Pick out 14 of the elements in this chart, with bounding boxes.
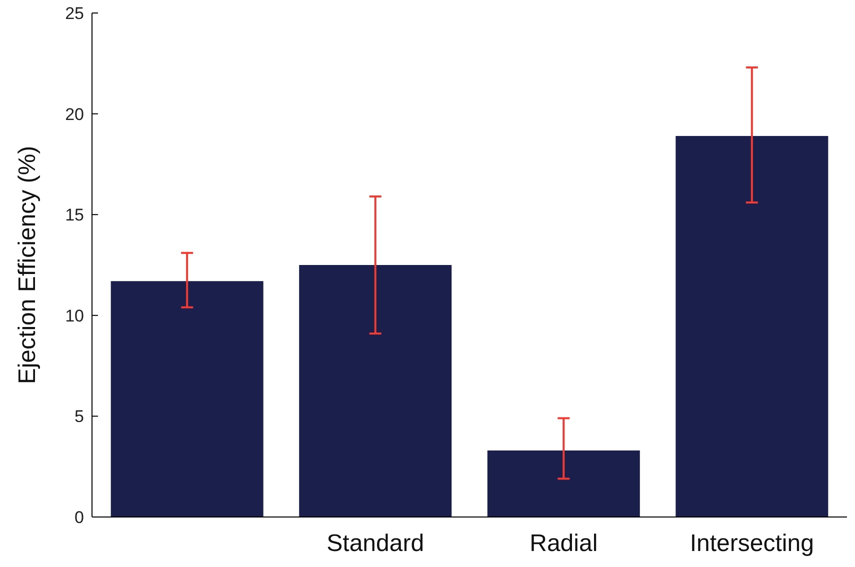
y-tick-label: 10 [65,306,84,326]
y-tick-label: 25 [65,4,84,23]
y-tick-label: 20 [65,104,84,124]
y-tick-label: 15 [65,206,84,225]
bar [676,136,828,517]
y-tick-label: 5 [74,407,84,426]
x-tick-label: Radial [530,530,598,557]
x-tick-label: Standard [326,530,424,557]
bar [299,265,452,517]
bar [487,450,640,517]
bar [110,281,264,517]
x-tick-label: Intersecting [690,530,814,557]
y-axis-title: Ejection Efficiency (%) [14,146,41,384]
y-tick-label: 0 [74,508,84,527]
